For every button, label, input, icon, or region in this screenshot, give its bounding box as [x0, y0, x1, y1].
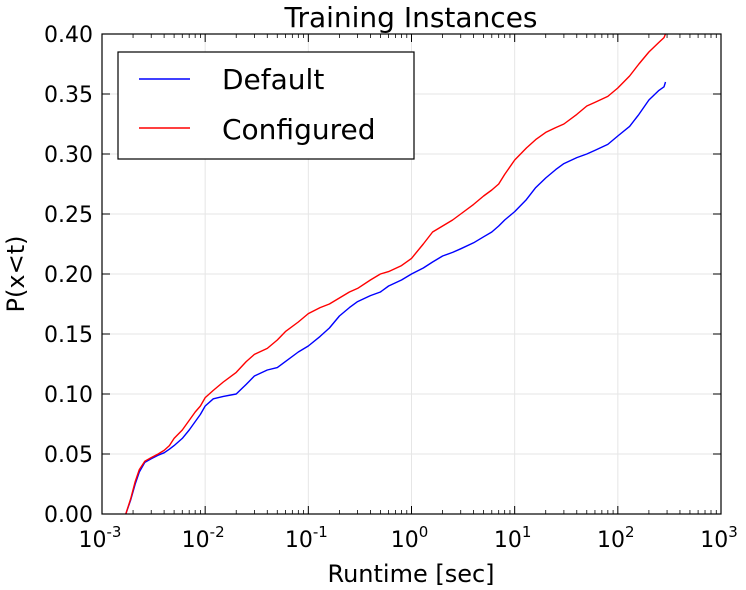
y-tick-label: 0.05 [44, 443, 93, 468]
x-tick-label: 10-1 [285, 523, 328, 553]
y-tick-label: 0.20 [44, 263, 93, 288]
x-tick-label: 100 [391, 523, 429, 553]
x-tick-labels: 10-3 10-2 10-1 100 101 102 103 [79, 523, 738, 553]
series-line-configured [125, 33, 667, 515]
legend-box [117, 51, 415, 160]
x-tick-label: 102 [597, 523, 635, 553]
y-tick-label: 0.35 [44, 83, 93, 108]
series-layer [125, 33, 667, 515]
chart-title: Training Instances [283, 1, 537, 34]
legend-label-default: Default [222, 63, 324, 96]
x-tick-label: 101 [494, 523, 532, 553]
y-tick-label: 0.25 [44, 203, 93, 228]
legend-label-configured: Configured [222, 113, 375, 146]
x-tick-label: 10-3 [79, 523, 122, 553]
y-tick-label: 0.30 [44, 143, 93, 168]
legend: Default Configured [117, 51, 415, 160]
x-tick-label: 10-2 [182, 523, 225, 553]
y-tick-label: 0.15 [44, 323, 93, 348]
y-tick-labels: 0.00 0.05 0.10 0.15 0.20 0.25 0.30 0.35 0.40 [44, 23, 93, 528]
y-axis-label: P(x<t) [2, 236, 30, 313]
series-line-default [125, 81, 667, 515]
x-tick-label: 103 [700, 523, 738, 553]
x-axis-label: Runtime [sec] [327, 560, 494, 588]
ticks [101, 33, 722, 515]
y-tick-label: 0.00 [44, 503, 93, 528]
y-tick-label: 0.10 [44, 383, 93, 408]
y-tick-label: 0.40 [44, 23, 93, 48]
